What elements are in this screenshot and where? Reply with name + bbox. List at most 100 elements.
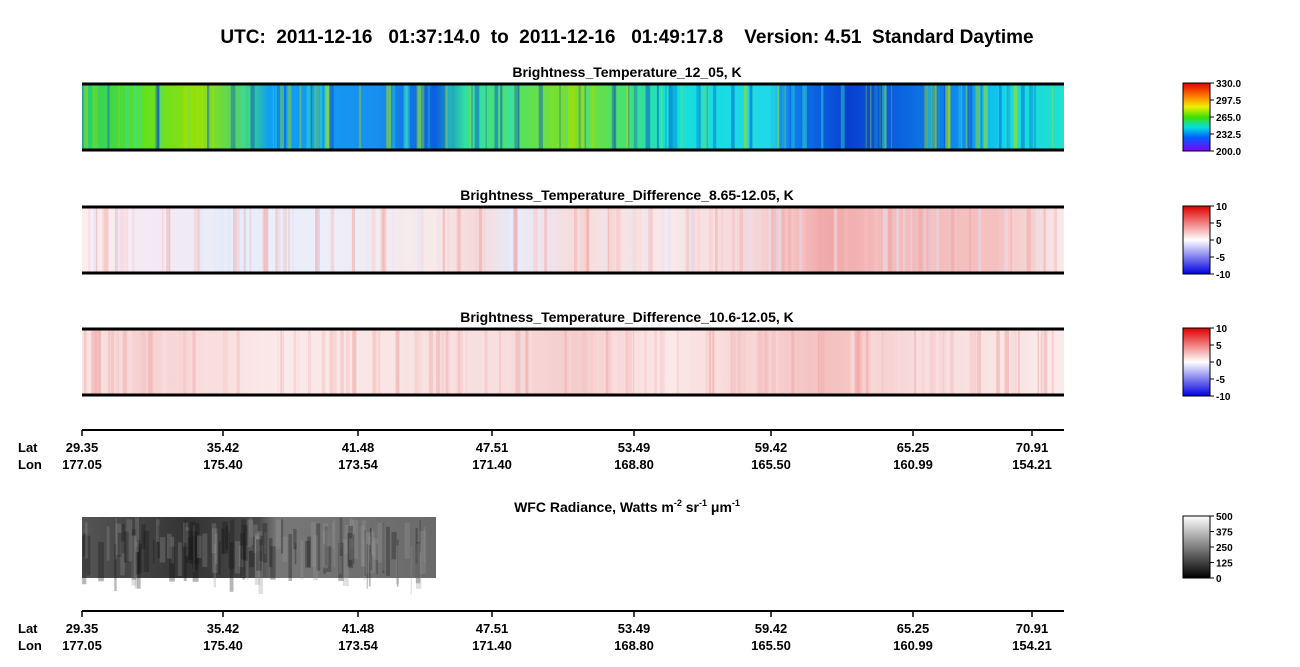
swath-texture — [179, 329, 181, 395]
swath-texture — [197, 207, 200, 273]
swath-texture — [237, 329, 240, 395]
swath-texture — [206, 84, 210, 150]
swath-texture — [688, 84, 693, 150]
wfc-texture — [228, 532, 231, 568]
swath-texture — [958, 84, 960, 150]
wfc-texture — [218, 541, 221, 575]
colorbar-label: -5 — [1216, 375, 1225, 386]
swath-texture — [96, 207, 100, 273]
wfc-texture — [157, 525, 160, 558]
swath-texture — [95, 207, 98, 273]
swath-texture — [1029, 84, 1033, 150]
swath-texture — [613, 84, 617, 150]
swath-texture — [169, 207, 171, 273]
swath-texture — [298, 329, 300, 395]
swath-texture — [980, 84, 982, 150]
swath-texture — [549, 207, 553, 273]
wfc-texture — [396, 539, 399, 587]
swath-texture — [241, 84, 246, 150]
swath-texture — [808, 329, 812, 395]
swath-texture — [920, 329, 926, 395]
swath-texture — [406, 84, 408, 150]
lon-value: 175.40 — [203, 638, 243, 653]
lat-value: 41.48 — [342, 621, 375, 636]
swath-texture — [276, 329, 280, 395]
swath-texture — [1017, 329, 1020, 395]
colorbar-label: -5 — [1216, 253, 1225, 264]
swath-texture — [219, 207, 224, 273]
wfc-texture — [193, 525, 195, 572]
swath-texture — [201, 84, 204, 150]
swath-texture — [306, 329, 308, 395]
title-superscript: -1 — [732, 498, 740, 508]
swath-texture — [705, 329, 710, 395]
swath-texture — [119, 207, 125, 273]
swath-texture — [931, 329, 936, 395]
swath-texture — [319, 84, 323, 150]
swath-texture — [125, 84, 130, 150]
swath-texture — [1022, 329, 1025, 395]
swath-texture — [584, 84, 587, 150]
swath-image — [82, 207, 1064, 273]
swath-texture — [506, 329, 511, 395]
lon-value: 168.80 — [614, 457, 654, 472]
lon-value: 160.99 — [893, 638, 933, 653]
swath-texture — [1004, 329, 1009, 395]
swath-texture — [930, 84, 936, 150]
swath-texture — [581, 329, 587, 395]
swath-texture — [768, 207, 773, 273]
swath-texture — [805, 84, 809, 150]
swath-texture — [569, 329, 571, 395]
swath-texture — [753, 84, 758, 150]
swath-texture — [299, 84, 302, 150]
swath-texture — [969, 84, 971, 150]
swath-texture — [391, 207, 394, 273]
swath-texture — [329, 329, 333, 395]
swath-texture — [938, 84, 940, 150]
colorbar-label: 0 — [1216, 358, 1222, 369]
wfc-texture — [333, 519, 336, 568]
panel-title: Brightness_Temperature_12_05, K — [512, 64, 741, 80]
swath-texture — [329, 84, 334, 150]
swath-texture — [965, 84, 967, 150]
swath-texture — [1052, 207, 1055, 273]
wfc-texture — [136, 539, 141, 589]
swath-texture — [586, 207, 590, 273]
swath-texture — [938, 84, 940, 150]
lat-value: 35.42 — [207, 621, 240, 636]
swath-texture — [279, 207, 281, 273]
swath-texture — [969, 329, 973, 395]
swath-texture — [902, 207, 905, 273]
wfc-texture — [270, 546, 276, 580]
swath-texture — [913, 207, 917, 273]
swath-texture — [607, 207, 612, 273]
swath-texture — [525, 329, 529, 395]
swath-texture — [108, 329, 111, 395]
swath-texture — [895, 329, 897, 395]
swath-texture — [757, 329, 763, 395]
swath-texture — [1043, 207, 1047, 273]
swath-texture — [404, 84, 408, 150]
swath-texture — [743, 84, 747, 150]
wfc-texture — [114, 543, 117, 592]
wfc-texture — [98, 541, 104, 582]
swath-texture — [874, 84, 878, 150]
swath-texture — [975, 84, 981, 150]
wfc-texture — [123, 531, 129, 563]
swath-texture — [616, 207, 622, 273]
swath-texture — [420, 207, 424, 273]
swath-image — [82, 84, 1064, 150]
swath-texture — [442, 207, 446, 273]
swath-texture — [187, 84, 189, 150]
swath-texture — [276, 84, 281, 150]
lat-label: Lat — [18, 440, 38, 455]
swath-texture — [949, 207, 952, 273]
wfc-texture — [256, 539, 262, 571]
lat-value: 47.51 — [476, 440, 509, 455]
wfc-texture — [395, 545, 399, 585]
swath-texture — [580, 84, 585, 150]
lat-value: 53.49 — [618, 621, 651, 636]
swath-texture — [929, 329, 933, 395]
swath-texture — [791, 207, 794, 273]
wfc-texture — [131, 535, 137, 586]
